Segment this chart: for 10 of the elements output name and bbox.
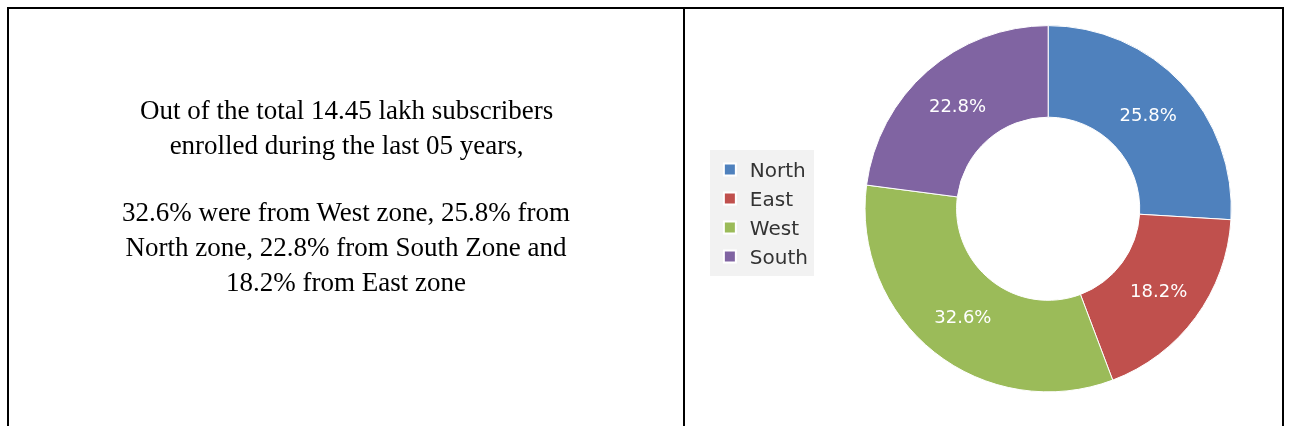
- legend-label: West: [749, 216, 800, 241]
- legend-label: East: [749, 187, 794, 212]
- legend-label: South: [749, 245, 808, 270]
- data-label: 32.6%: [934, 305, 992, 327]
- data-label: 22.8%: [928, 95, 987, 117]
- text: 32.6% were from West zone, 25.8% from North zone, 22.8% from South Zone and 18.2% from East zone: [122, 197, 570, 298]
- data-label: 25.8%: [1119, 104, 1177, 126]
- legend-label: North: [749, 158, 806, 183]
- data-label: 18.2%: [1130, 279, 1188, 301]
- text: Out of the total 14.45 lakh subscribers enrolled during the last 05 years,: [140, 95, 554, 161]
